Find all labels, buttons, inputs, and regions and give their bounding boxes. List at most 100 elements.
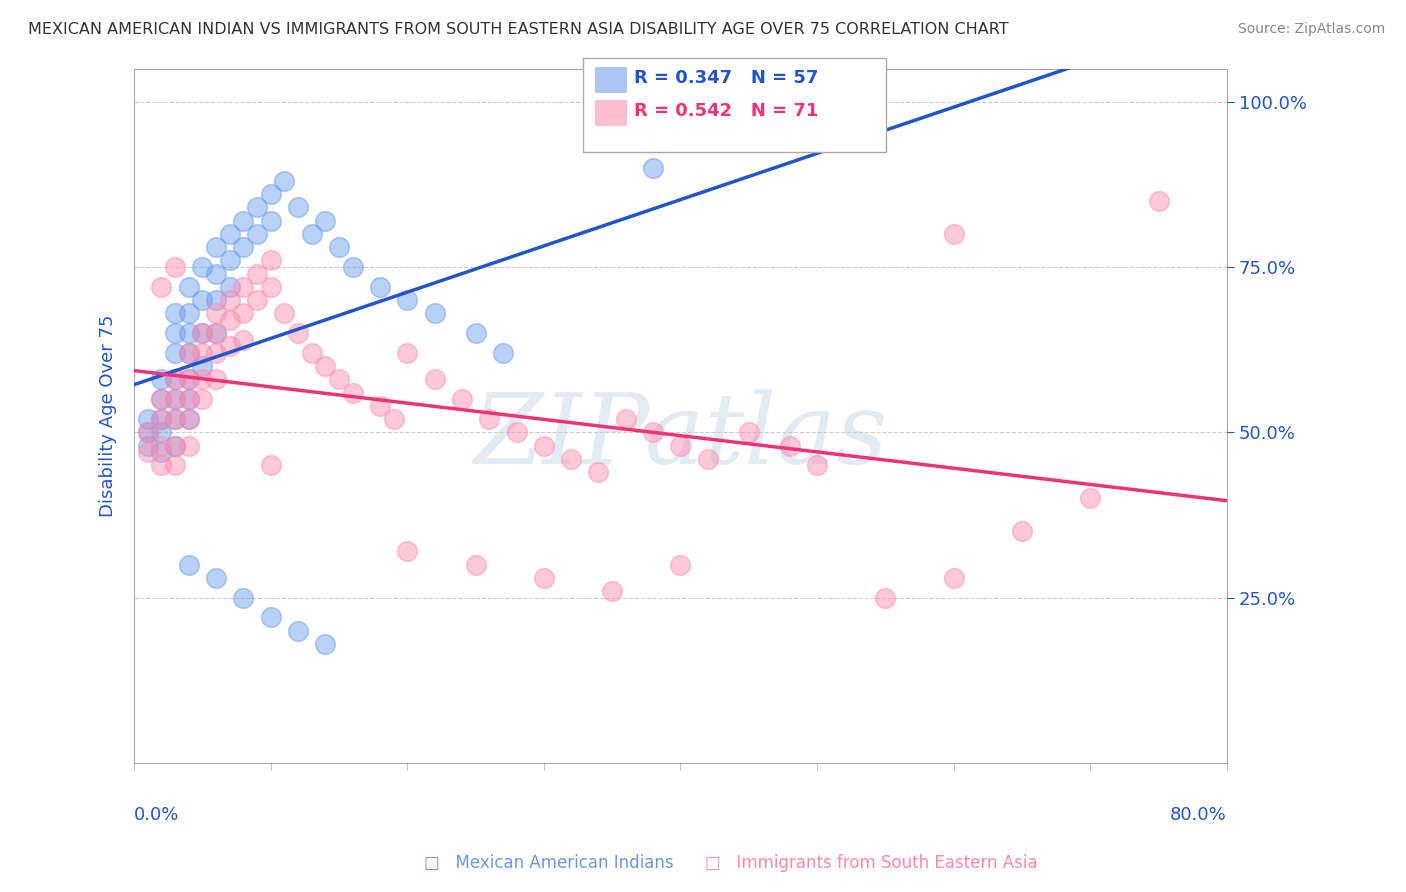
Point bbox=[218, 339, 240, 353]
Point bbox=[643, 425, 665, 440]
Point bbox=[423, 306, 446, 320]
Text: 0.0%: 0.0% bbox=[134, 806, 180, 824]
Point bbox=[136, 445, 159, 459]
Text: R = 0.347   N = 57: R = 0.347 N = 57 bbox=[634, 69, 818, 87]
Point bbox=[368, 279, 391, 293]
Point bbox=[259, 279, 281, 293]
Point bbox=[177, 279, 200, 293]
Point bbox=[177, 392, 200, 407]
Point bbox=[505, 425, 527, 440]
Point bbox=[191, 346, 214, 360]
Point bbox=[588, 465, 610, 479]
Point bbox=[177, 326, 200, 340]
Point bbox=[246, 227, 269, 241]
Point bbox=[218, 279, 240, 293]
Point bbox=[396, 544, 419, 558]
Point bbox=[150, 392, 173, 407]
Point bbox=[163, 346, 186, 360]
Point bbox=[301, 227, 323, 241]
Point bbox=[177, 306, 200, 320]
Point bbox=[287, 201, 309, 215]
Point bbox=[163, 412, 186, 426]
Point bbox=[150, 438, 173, 452]
Point bbox=[191, 293, 214, 307]
Point bbox=[232, 213, 254, 227]
Point bbox=[177, 392, 200, 407]
Point bbox=[163, 392, 186, 407]
Point bbox=[177, 346, 200, 360]
Point bbox=[136, 425, 159, 440]
Point bbox=[205, 326, 228, 340]
Text: R = 0.542   N = 71: R = 0.542 N = 71 bbox=[634, 103, 818, 120]
Point bbox=[163, 372, 186, 386]
Point bbox=[136, 425, 159, 440]
Point bbox=[314, 213, 336, 227]
Point bbox=[150, 279, 173, 293]
Point bbox=[232, 333, 254, 347]
Point bbox=[191, 326, 214, 340]
Point bbox=[163, 392, 186, 407]
Point bbox=[382, 412, 405, 426]
Point bbox=[875, 591, 897, 605]
Point bbox=[1147, 194, 1170, 208]
Point bbox=[779, 438, 801, 452]
Point bbox=[259, 187, 281, 202]
Point bbox=[218, 253, 240, 268]
Point bbox=[942, 227, 965, 241]
Point bbox=[177, 346, 200, 360]
Point bbox=[738, 425, 761, 440]
Point bbox=[259, 610, 281, 624]
Text: MEXICAN AMERICAN INDIAN VS IMMIGRANTS FROM SOUTH EASTERN ASIA DISABILITY AGE OVE: MEXICAN AMERICAN INDIAN VS IMMIGRANTS FR… bbox=[28, 22, 1008, 37]
Point bbox=[614, 412, 637, 426]
Point bbox=[232, 240, 254, 254]
Point bbox=[205, 571, 228, 585]
Point bbox=[136, 438, 159, 452]
Point bbox=[205, 267, 228, 281]
Point bbox=[163, 260, 186, 274]
Point bbox=[287, 326, 309, 340]
Point bbox=[232, 306, 254, 320]
Point bbox=[177, 412, 200, 426]
Point bbox=[177, 558, 200, 572]
Point bbox=[533, 571, 555, 585]
Point bbox=[342, 260, 364, 274]
Point bbox=[1078, 491, 1101, 506]
Point bbox=[191, 326, 214, 340]
Point bbox=[533, 438, 555, 452]
Point bbox=[478, 412, 501, 426]
Point bbox=[177, 438, 200, 452]
Point bbox=[492, 346, 515, 360]
Point bbox=[314, 637, 336, 651]
Point bbox=[328, 372, 350, 386]
Text: □   Mexican American Indians: □ Mexican American Indians bbox=[423, 855, 673, 872]
Point bbox=[314, 359, 336, 373]
Point bbox=[150, 412, 173, 426]
Point bbox=[450, 392, 472, 407]
Point bbox=[301, 346, 323, 360]
Point bbox=[163, 326, 186, 340]
Point bbox=[205, 240, 228, 254]
Point bbox=[232, 591, 254, 605]
Point bbox=[806, 458, 828, 473]
Point bbox=[136, 412, 159, 426]
Point bbox=[150, 412, 173, 426]
Point bbox=[259, 458, 281, 473]
Point bbox=[287, 624, 309, 638]
Point bbox=[205, 372, 228, 386]
Point bbox=[259, 253, 281, 268]
Point bbox=[177, 372, 200, 386]
Point bbox=[163, 372, 186, 386]
Point bbox=[246, 293, 269, 307]
Point bbox=[246, 201, 269, 215]
Point bbox=[246, 267, 269, 281]
Point bbox=[273, 306, 295, 320]
Point bbox=[150, 445, 173, 459]
Text: 80.0%: 80.0% bbox=[1170, 806, 1227, 824]
Point bbox=[205, 326, 228, 340]
Point bbox=[560, 451, 582, 466]
Point bbox=[464, 326, 486, 340]
Point bbox=[218, 313, 240, 327]
Text: Source: ZipAtlas.com: Source: ZipAtlas.com bbox=[1237, 22, 1385, 37]
Point bbox=[368, 399, 391, 413]
Point bbox=[1011, 524, 1033, 539]
